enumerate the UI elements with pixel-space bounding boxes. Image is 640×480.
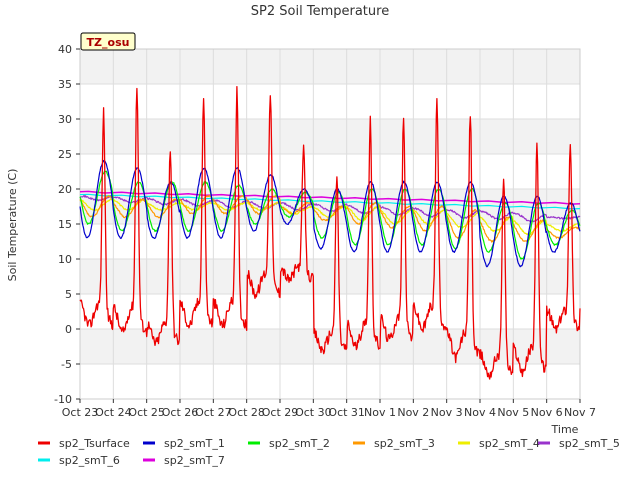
series-line-sp2-smt-7 [79,190,581,205]
x-tick-label: Nov 4 [464,406,496,419]
tz-annotation-label: TZ_osu [87,36,130,49]
x-tick-label: Nov 7 [564,406,596,419]
x-tick-label: Oct 26 [162,406,199,419]
plot-band [80,154,580,189]
legend-item-sp2-smt-3: sp2_smT_3 [353,437,435,450]
legend-label: sp2_smT_3 [374,437,435,450]
x-tick-label: Oct 31 [328,406,365,419]
y-tick-label: 5 [65,288,72,301]
legend-item-sp2-smt-2: sp2_smT_2 [248,437,330,450]
plot-band [80,259,580,294]
y-tick-label: 10 [58,253,72,266]
plot-band [80,49,580,84]
tz-annotation: TZ_osu [80,32,136,51]
y-tick-label: 20 [58,183,72,196]
series-line-sp2-smt-1 [79,159,581,268]
legend-label: sp2_smT_4 [479,437,540,450]
x-tick-label: Oct 27 [195,406,232,419]
series-line-sp2-tsurface [79,86,581,380]
x-tick-label: Oct 29 [262,406,299,419]
x-tick-label: Nov 6 [531,406,563,419]
legend: sp2_Tsurface sp2_smT_1 sp2_smT_2 sp2_smT_3 s… [38,437,620,467]
x-tick-label: Nov 3 [431,406,463,419]
legend-label: sp2_Tsurface [59,437,130,450]
legend-item-sp2-smt-6: sp2_smT_6 [38,454,120,467]
x-tick-label: Nov 5 [497,406,529,419]
chart-title: SP2 Soil Temperature [251,4,389,19]
legend-label: sp2_smT_7 [164,454,225,467]
x-tick-label: Oct 25 [128,406,165,419]
legend-item-sp2-smt-5: sp2_smT_5 [538,437,620,450]
y-tick-label: 25 [58,148,72,161]
x-tick-label: Oct 30 [295,406,332,419]
tz-annotation-box [80,32,136,51]
x-tick-label: Nov 2 [397,406,429,419]
y-tick-label: 40 [58,43,72,56]
plot-band [80,84,580,119]
y-axis-label: Soil Temperature (C) [6,169,19,282]
legend-label: sp2_smT_1 [164,437,225,450]
x-tick-label: Nov 1 [364,406,396,419]
series-line-sp2-smt-6 [79,193,581,210]
legend-label: sp2_smT_6 [59,454,120,467]
y-tick-label: 35 [58,78,72,91]
plot-band [80,294,580,329]
legend-item-sp2-smt-7: sp2_smT_7 [143,454,225,467]
legend-label: sp2_smT_2 [269,437,330,450]
x-tick-label: Oct 24 [95,406,132,419]
x-tick-label: Oct 23 [62,406,99,419]
series-lines [79,86,581,380]
y-tick-label: -10 [54,393,72,406]
y-axis-ticks: -10 -5 0 5 10 15 20 25 30 35 40 [54,43,80,406]
legend-item-sp2-smt-1: sp2_smT_1 [143,437,225,450]
y-tick-label: -5 [61,358,72,371]
legend-item-sp2-tsurface: sp2_Tsurface [38,437,130,450]
legend-item-sp2-smt-4: sp2_smT_4 [458,437,540,450]
x-tick-label: Oct 28 [228,406,265,419]
y-tick-label: 0 [65,323,72,336]
plot-band [80,364,580,399]
plot-band [80,119,580,154]
x-axis-label: Time [551,423,579,436]
legend-label: sp2_smT_5 [559,437,620,450]
y-tick-label: 15 [58,218,72,231]
y-tick-label: 30 [58,113,72,126]
